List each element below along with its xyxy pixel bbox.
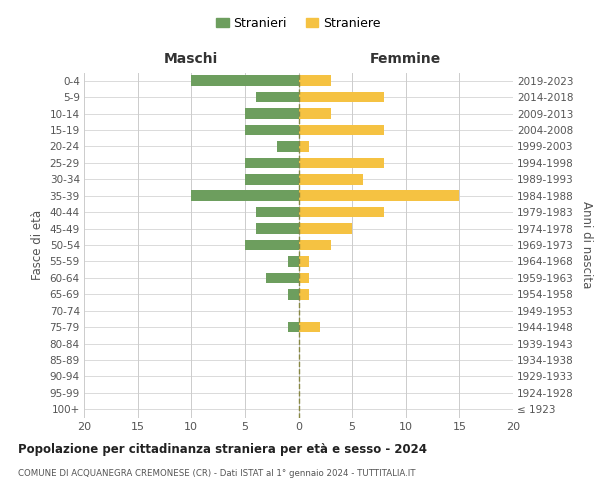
Bar bbox=[299, 141, 309, 152]
Bar bbox=[277, 141, 299, 152]
Bar bbox=[299, 158, 385, 168]
Y-axis label: Fasce di età: Fasce di età bbox=[31, 210, 44, 280]
Bar bbox=[299, 322, 320, 332]
Y-axis label: Anni di nascita: Anni di nascita bbox=[580, 202, 593, 288]
Bar bbox=[299, 124, 385, 136]
Bar bbox=[288, 256, 299, 267]
Bar bbox=[266, 272, 299, 283]
Bar bbox=[299, 174, 363, 184]
Text: Maschi: Maschi bbox=[164, 52, 218, 66]
Bar bbox=[299, 272, 309, 283]
Bar bbox=[299, 240, 331, 250]
Text: Femmine: Femmine bbox=[370, 52, 442, 66]
Legend: Stranieri, Straniere: Stranieri, Straniere bbox=[216, 16, 381, 30]
Bar bbox=[299, 223, 352, 234]
Text: Popolazione per cittadinanza straniera per età e sesso - 2024: Popolazione per cittadinanza straniera p… bbox=[18, 442, 427, 456]
Bar bbox=[288, 289, 299, 300]
Bar bbox=[191, 190, 299, 201]
Bar bbox=[299, 92, 385, 102]
Bar bbox=[256, 92, 299, 102]
Bar bbox=[299, 289, 309, 300]
Bar bbox=[299, 190, 460, 201]
Bar bbox=[245, 174, 299, 184]
Bar bbox=[299, 76, 331, 86]
Bar bbox=[245, 240, 299, 250]
Bar bbox=[256, 207, 299, 218]
Bar bbox=[288, 322, 299, 332]
Bar bbox=[256, 223, 299, 234]
Bar bbox=[191, 76, 299, 86]
Bar bbox=[299, 207, 385, 218]
Bar bbox=[245, 124, 299, 136]
Bar bbox=[245, 108, 299, 119]
Bar bbox=[245, 158, 299, 168]
Text: COMUNE DI ACQUANEGRA CREMONESE (CR) - Dati ISTAT al 1° gennaio 2024 - TUTTITALIA: COMUNE DI ACQUANEGRA CREMONESE (CR) - Da… bbox=[18, 469, 415, 478]
Bar bbox=[299, 256, 309, 267]
Bar bbox=[299, 108, 331, 119]
